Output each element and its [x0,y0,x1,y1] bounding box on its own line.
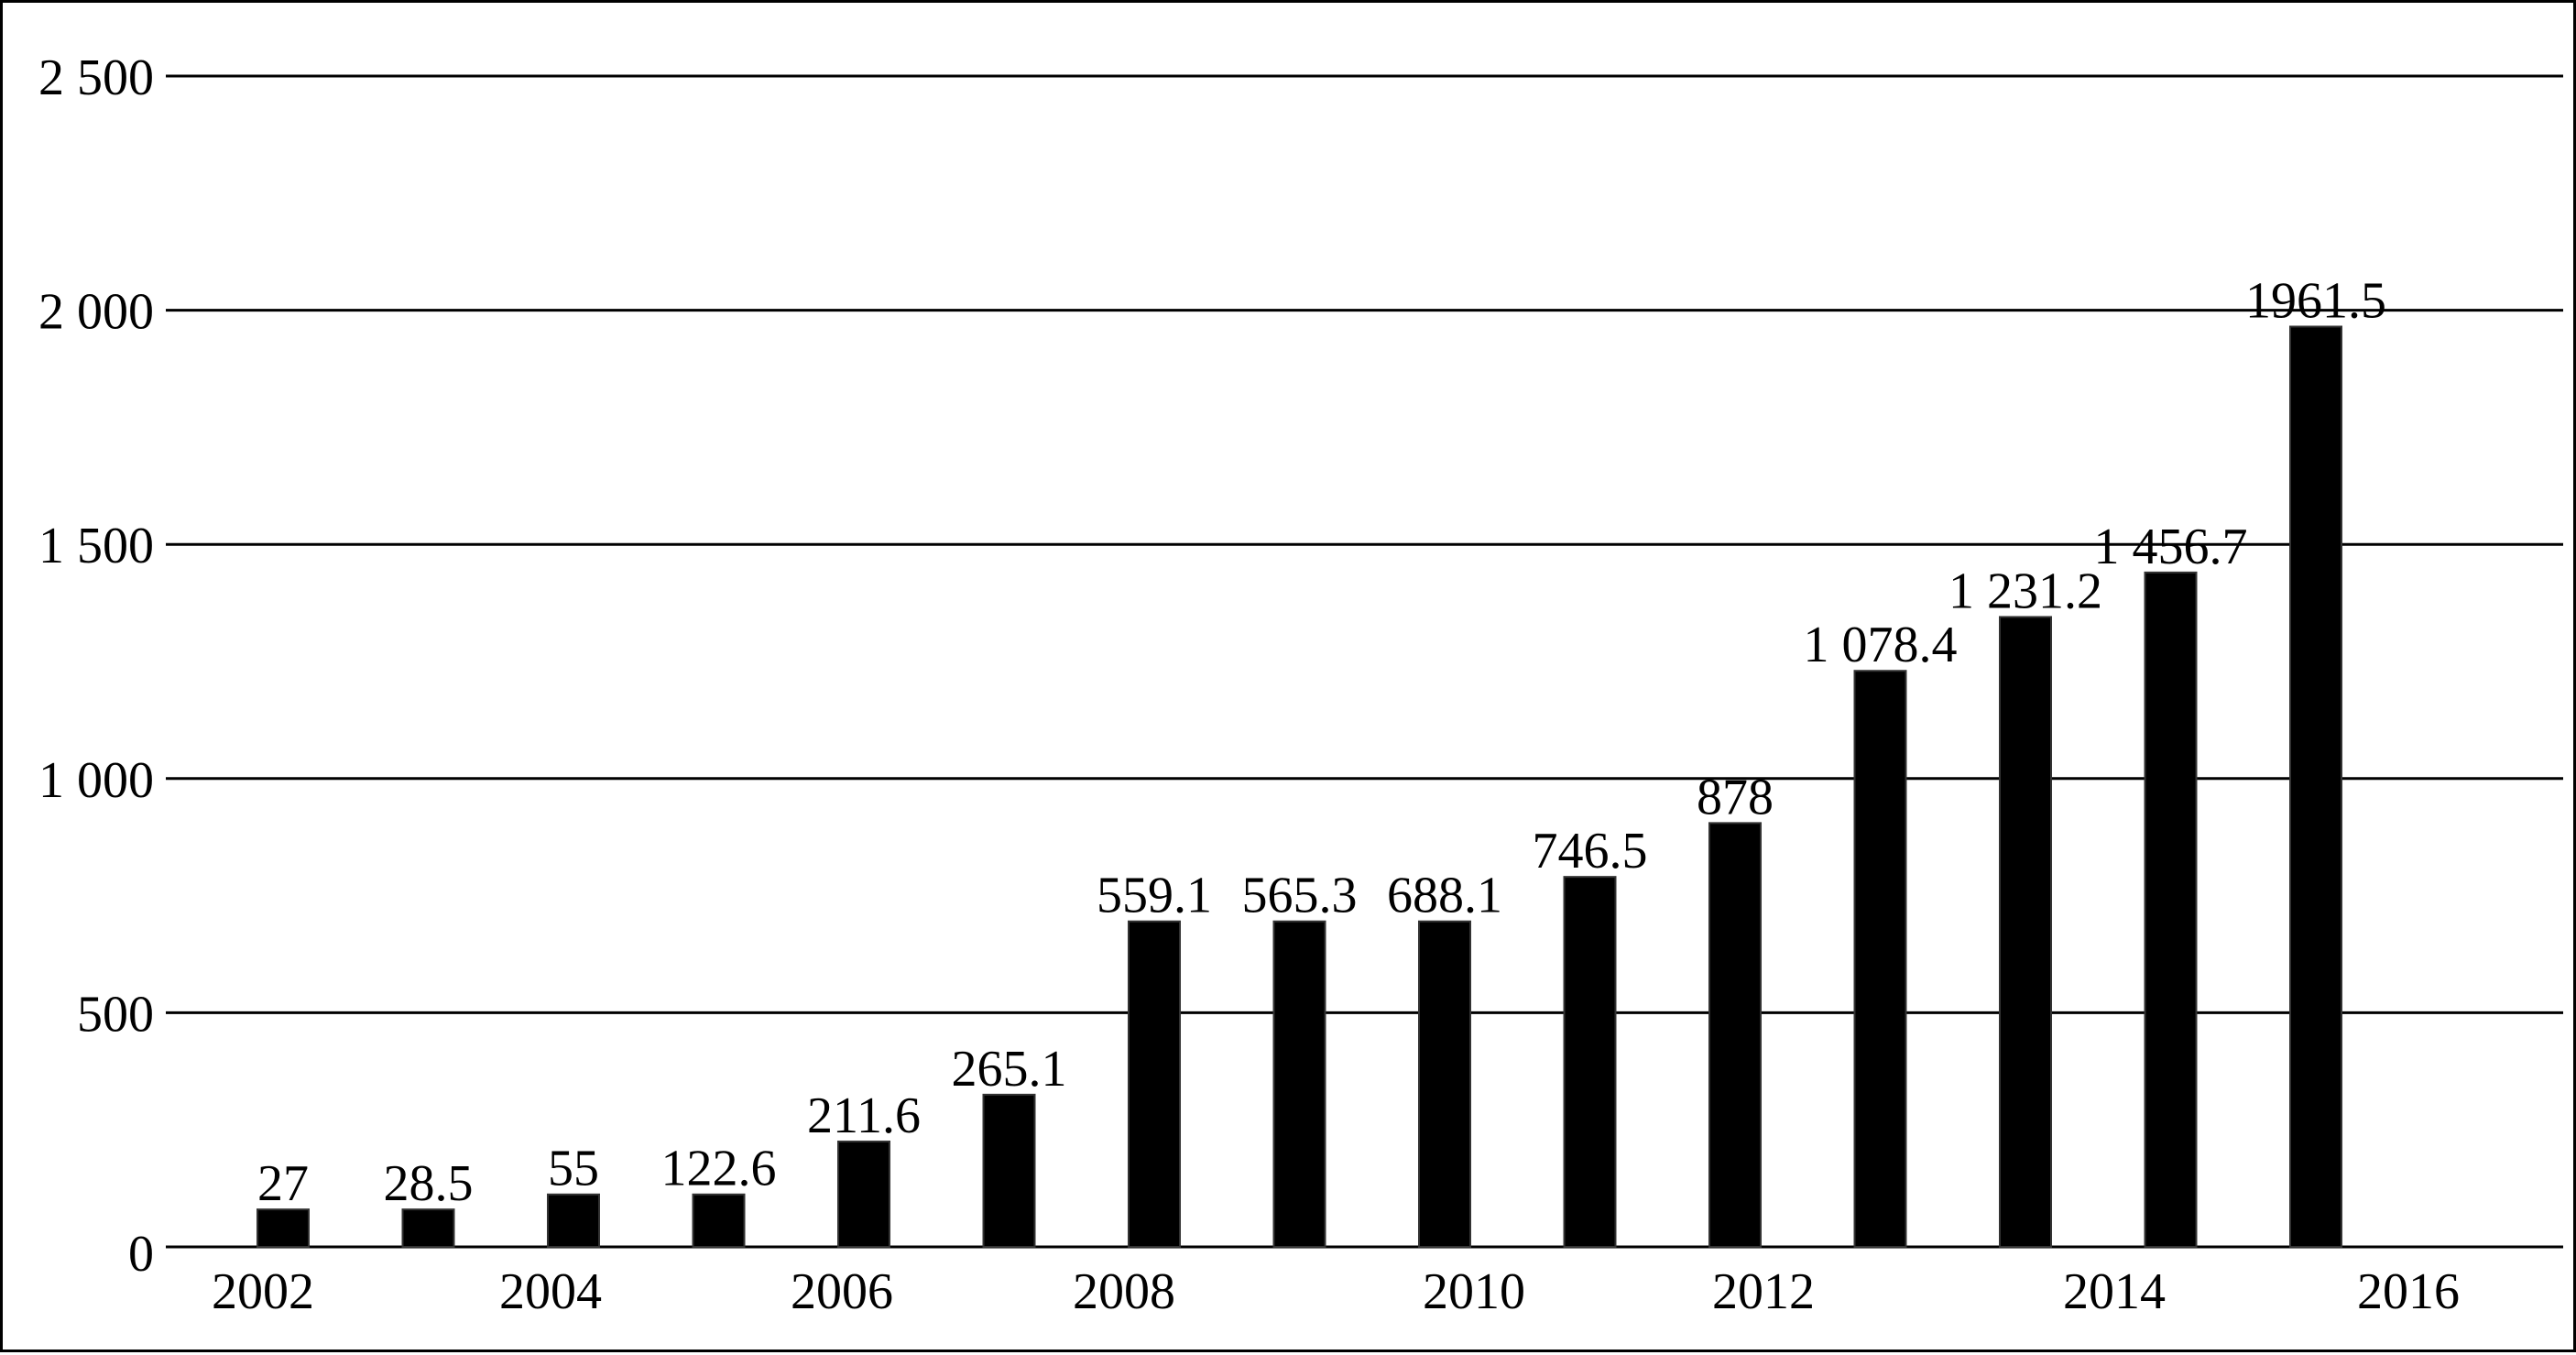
bar [2289,325,2342,1248]
data-label: 211.6 [807,1087,921,1144]
bar [1128,920,1181,1248]
bar [1563,876,1617,1248]
y-tick-label: 2 000 [38,284,154,341]
bar [692,1193,746,1249]
data-label: 27 [257,1155,309,1212]
y-tick-label: 500 [77,986,154,1043]
data-label: 688.1 [1387,868,1502,924]
bar [547,1193,600,1249]
data-label: 1961.5 [2245,272,2386,329]
x-tick-label: 2006 [791,1263,893,1320]
bar [257,1208,310,1249]
data-label: 565.3 [1242,868,1358,924]
bar [401,1208,455,1249]
data-label: 55 [548,1141,599,1197]
x-tick-label: 2002 [212,1263,314,1320]
bar [1708,822,1762,1248]
data-label: 265.1 [952,1041,1067,1098]
y-tick-label: 0 [128,1226,154,1283]
x-tick-label: 2016 [2357,1263,2460,1320]
data-label: 878 [1697,769,1774,825]
bar [1418,920,1471,1248]
data-label: 28.5 [384,1155,474,1212]
bar [1272,920,1326,1248]
data-label: 1 231.2 [1948,563,2102,619]
bar [2144,571,2198,1248]
x-tick-label: 2008 [1073,1263,1175,1320]
bar-chart: 0 500 1 000 1 500 2 000 2 500 27 28.5 55 122.6 211… [38,49,2563,1320]
bar [837,1140,890,1248]
data-label: 1 456.7 [2094,519,2248,575]
bar [1999,616,2052,1248]
data-label: 122.6 [661,1141,777,1197]
x-tick-label: 2012 [1712,1263,1815,1320]
x-tick-label: 2010 [1423,1263,1525,1320]
y-tick-label: 1 500 [38,518,154,574]
y-tick-label: 1 000 [38,752,154,809]
bar [982,1093,1036,1248]
data-label: 1 078.4 [1804,617,1958,673]
x-tick-label: 2014 [2063,1263,2166,1320]
bar [1853,670,1907,1248]
data-label: 746.5 [1533,823,1648,880]
x-tick-label: 2004 [499,1263,602,1320]
y-tick-label: 2 500 [38,49,154,106]
data-label: 559.1 [1097,868,1212,924]
